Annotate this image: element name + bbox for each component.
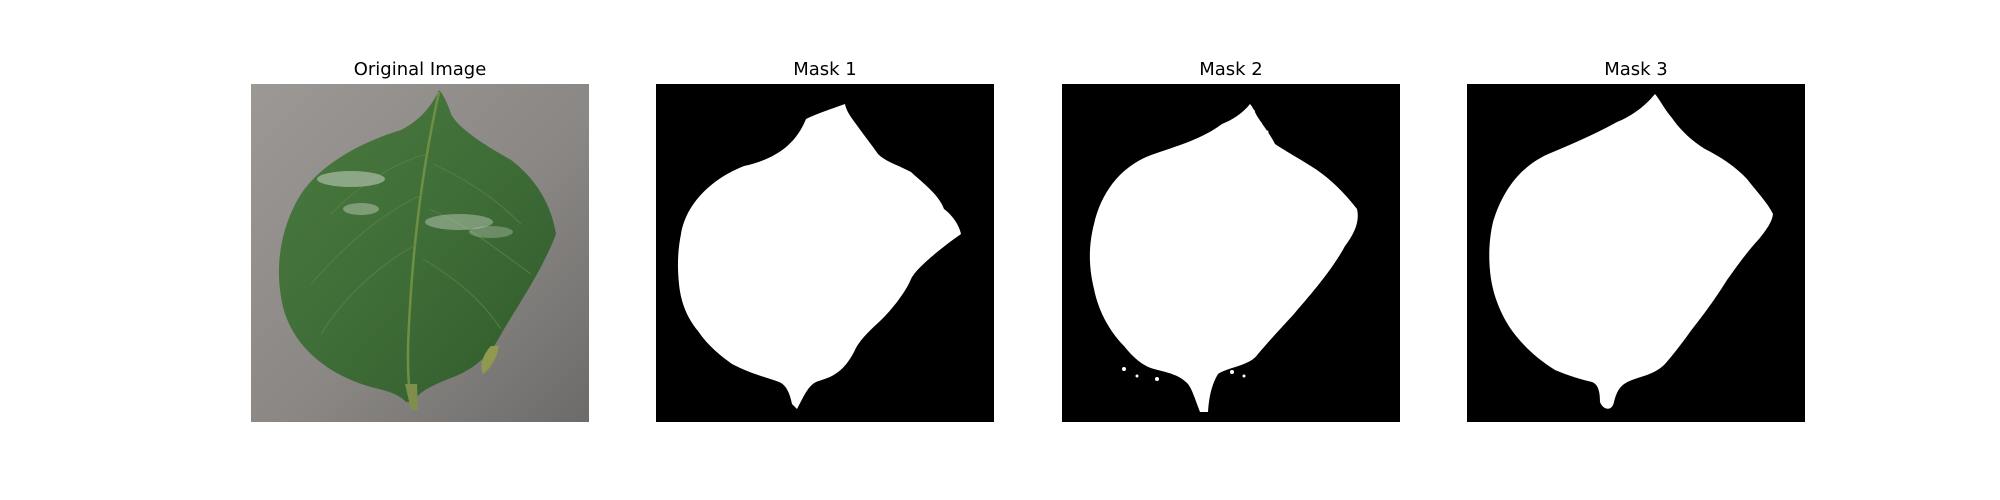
panel-title: Mask 1 [793,59,857,80]
leaf-photo-icon [251,84,589,422]
panel-mask-2: Mask 2 [1062,57,1400,422]
panel-mask-1: Mask 1 [656,57,994,422]
binary-mask [1062,84,1400,422]
binary-mask [656,84,994,422]
panel-title: Mask 2 [1199,59,1263,80]
leaf-photo [251,84,589,422]
panel-mask-3: Mask 3 [1467,57,1805,422]
mask-image [656,84,994,422]
mask-image [1062,84,1400,422]
panel-title: Mask 3 [1604,59,1668,80]
mask-image [1467,84,1805,422]
panel-original-image: Original Image [251,57,589,422]
binary-mask [1467,84,1805,422]
panel-title: Original Image [353,59,487,80]
